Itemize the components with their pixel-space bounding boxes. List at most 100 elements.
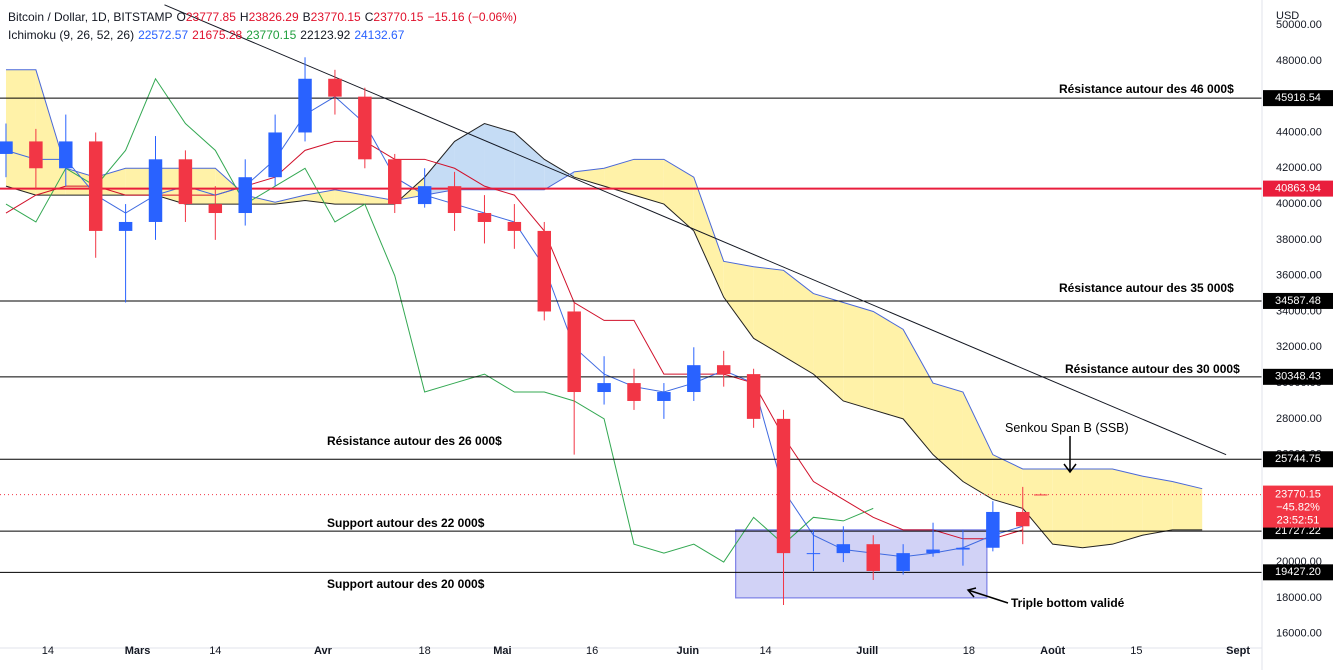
y-tick-label: 48000.00 <box>1276 55 1322 67</box>
cloud-segment <box>903 329 934 455</box>
candle-body <box>507 221 522 231</box>
level-tag <box>1263 564 1333 581</box>
header-ichimoku: Ichimoku (9, 26, 52, 26) 22572.57 21675.2… <box>8 28 404 42</box>
cloud-segment <box>544 159 575 190</box>
candle-body <box>1016 511 1030 527</box>
cloud-segment <box>215 168 246 205</box>
cloud-segment <box>305 189 335 205</box>
annotation: Support autour des 20 000$ <box>327 577 485 591</box>
x-tick-label: 15 <box>1130 645 1142 657</box>
candle-body <box>29 141 43 169</box>
cloud-segment <box>1142 476 1173 536</box>
y-tick-label: 36000.00 <box>1276 270 1322 282</box>
span_a-line <box>5 122 1203 549</box>
candle-body <box>956 547 970 550</box>
cloud-segment <box>962 392 993 500</box>
level-label: 19427.20 <box>1275 566 1321 578</box>
kijun-line <box>5 140 1023 540</box>
level-tag <box>1263 90 1333 107</box>
candle-body <box>537 230 552 312</box>
annotation: Résistance autour des 35 000$ <box>1059 281 1234 295</box>
x-tick-label: Mai <box>493 645 511 657</box>
cloud-segment <box>334 189 365 205</box>
cloud-segment <box>574 168 605 187</box>
x-tick-label: 14 <box>42 645 54 657</box>
candle-body <box>417 186 432 205</box>
arrow <box>966 587 1009 604</box>
candle-body <box>148 159 163 222</box>
candle-body <box>118 221 133 231</box>
candle-body <box>59 141 73 169</box>
indicator-value: 21675.28 <box>192 28 243 42</box>
last-price-tag <box>1263 485 1333 528</box>
candle-body <box>567 311 581 393</box>
ohlc: B23770.15 <box>303 10 361 24</box>
candle-body <box>447 186 462 214</box>
change: −15.16 (−0.06%) <box>427 10 517 24</box>
arrow <box>1063 436 1077 474</box>
x-tick-label: Juill <box>856 645 878 657</box>
level-tag <box>1263 368 1333 385</box>
y-tick-label: 50000.00 <box>1276 19 1322 31</box>
candle-body <box>896 553 910 572</box>
level-label: 25744.75 <box>1275 453 1321 465</box>
candle-body <box>627 383 641 401</box>
currency: USD <box>1276 10 1299 22</box>
candle-body <box>687 365 701 393</box>
x-tick-label: Sept <box>1226 645 1250 657</box>
annotation: Support autour des 22 000$ <box>327 516 485 530</box>
axis-panel <box>1262 0 1342 670</box>
cloud-segment <box>1112 468 1143 545</box>
candle-body <box>178 159 193 205</box>
candle-body <box>358 96 372 160</box>
y-tick-label: 16000.00 <box>1276 628 1322 640</box>
level-label: 34587.48 <box>1275 295 1321 307</box>
annotation: Résistance autour des 26 000$ <box>327 434 502 448</box>
candle-body <box>388 159 402 205</box>
candle-body <box>268 132 282 178</box>
y-tick-label: 42000.00 <box>1276 162 1322 174</box>
ohlc-label: O <box>176 10 186 24</box>
level-label: 21727.22 <box>1275 525 1321 537</box>
cloud-segment <box>454 123 485 190</box>
candle-body <box>208 204 223 214</box>
chart-title: Bitcoin / Dollar, 1D, BITSTAMP <box>8 10 173 24</box>
ohlc-value: 23777.85 <box>185 10 236 24</box>
annotation: Senkou Span B (SSB) <box>1005 421 1129 435</box>
last-price: 23770.15 <box>1275 488 1321 500</box>
ohlc-value: 23770.15 <box>373 10 424 24</box>
candle-body <box>776 418 791 554</box>
ohlc-label: B <box>302 10 311 24</box>
cloud-segment <box>35 69 66 196</box>
y-tick-label: 44000.00 <box>1276 126 1322 138</box>
candle-body <box>88 141 103 231</box>
x-tick-label: 18 <box>963 645 975 657</box>
ohlc: H23826.29 <box>240 10 299 24</box>
pattern-box <box>735 529 988 599</box>
cloud-segment <box>484 123 515 190</box>
candle-body <box>657 392 671 401</box>
cloud-segment <box>723 261 754 339</box>
x-tick-label: 14 <box>759 645 771 657</box>
countdown: 23:52:51 <box>1277 514 1320 526</box>
cloud-segment <box>1082 468 1113 548</box>
indicator-value: 24132.67 <box>354 28 405 42</box>
annotation: Triple bottom validé <box>1011 596 1125 610</box>
candle-body <box>746 374 761 419</box>
indicator-value: 22572.57 <box>138 28 189 42</box>
y-tick-label: 38000.00 <box>1276 234 1322 246</box>
level-tag <box>1263 292 1333 309</box>
cloud-segment <box>1052 468 1083 548</box>
candle-body <box>866 544 880 572</box>
ohlc-value: 23770.15 <box>310 10 361 24</box>
level-tag <box>1263 451 1333 468</box>
level-label: 30348.43 <box>1275 371 1321 383</box>
indicator-value: 22123.92 <box>300 28 351 42</box>
plot <box>0 4 1262 606</box>
cloud-segment <box>5 69 36 196</box>
cloud-segment <box>424 141 455 196</box>
level-label: 45918.54 <box>1275 92 1321 104</box>
candle-body <box>986 511 1000 548</box>
cloud-segment <box>753 266 784 357</box>
